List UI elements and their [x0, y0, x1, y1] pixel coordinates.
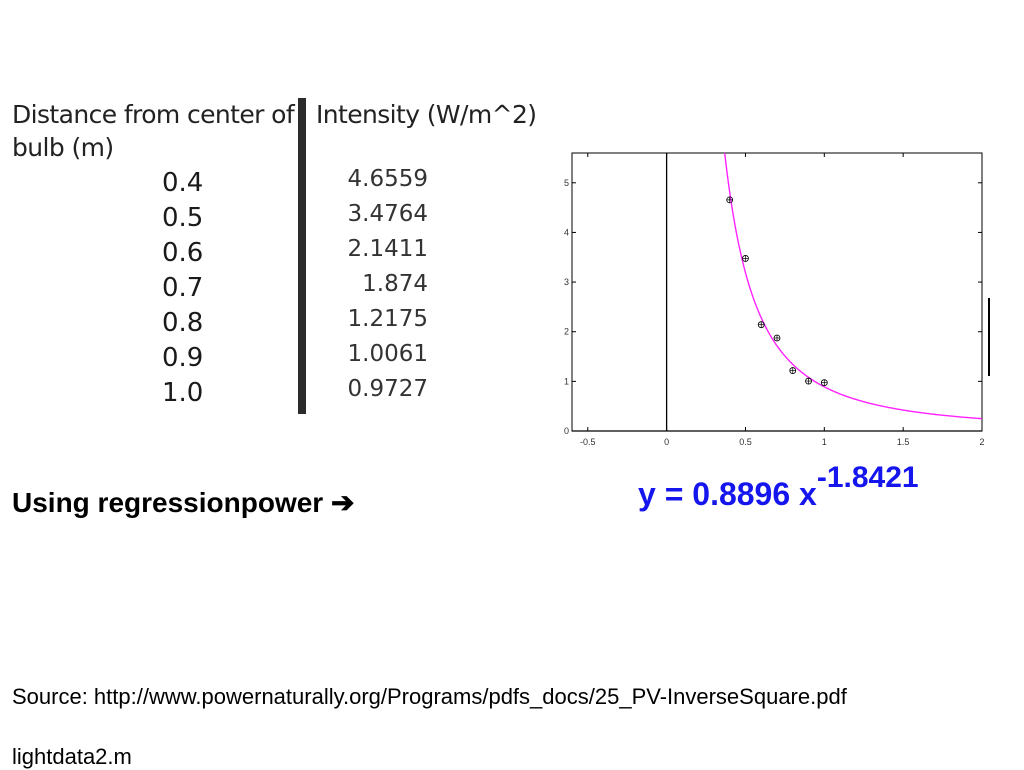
- intensity-cell: 0.9727: [347, 376, 428, 402]
- distance-cell: 1.0: [162, 378, 204, 408]
- fit-equation: y = 0.8896 x-1.8421: [638, 461, 919, 513]
- intensity-cell: 1.874: [362, 271, 428, 297]
- distance-column-header: Distance from center of bulb (m): [12, 100, 295, 162]
- data-point: [726, 196, 734, 204]
- data-points: [726, 196, 828, 387]
- arrow-right-icon: ➔: [330, 487, 355, 518]
- distance-cell: 0.5: [162, 203, 204, 233]
- distance-cell: 0.7: [162, 273, 204, 303]
- y-tick-label: 4: [564, 227, 569, 237]
- distance-cell: 0.8: [162, 308, 204, 338]
- data-point: [789, 367, 797, 374]
- y-tick-label: 5: [564, 178, 569, 188]
- equation-base: y = 0.8896 x: [638, 476, 817, 512]
- x-tick-label: 1: [822, 437, 827, 447]
- equation-exponent: -1.8421: [816, 461, 919, 494]
- caption-text: Using regressionpower: [12, 487, 331, 518]
- edge-mark: [988, 298, 990, 376]
- method-caption: Using regressionpower ➔: [12, 486, 354, 519]
- intensity-cell: 3.4764: [347, 201, 428, 227]
- data-table: Distance from center of bulb (m) Intensi…: [12, 98, 560, 418]
- intensity-cell: 1.0061: [347, 341, 428, 367]
- data-point: [773, 334, 781, 342]
- distance-cell: 0.9: [162, 343, 204, 373]
- y-tick-label: 3: [564, 277, 569, 287]
- data-point: [805, 377, 812, 385]
- column-divider: [298, 98, 306, 414]
- y-tick-label: 2: [564, 327, 569, 337]
- x-tick-label: 2: [979, 437, 984, 447]
- x-tick-label: 1.5: [897, 437, 910, 447]
- regression-plot: -0.5 0 0.5 1 1.5 2 0 1 2 3 4 5: [564, 152, 985, 447]
- distance-cell: 0.4: [162, 168, 204, 198]
- data-point: [820, 379, 828, 387]
- x-tick-label: 0: [664, 437, 669, 447]
- intensity-column-header: Intensity (W/m^2): [316, 100, 537, 129]
- x-tick-label: 0.5: [739, 437, 752, 447]
- x-tick-label: -0.5: [580, 437, 596, 447]
- y-tick-label: 0: [564, 426, 569, 436]
- source-citation: Source: http://www.powernaturally.org/Pr…: [12, 684, 847, 709]
- y-tick-label: 1: [564, 376, 569, 386]
- script-filename: lightdata2.m: [12, 744, 132, 769]
- data-point: [742, 255, 749, 262]
- intensity-cell: 2.1411: [347, 236, 428, 262]
- intensity-cell: 1.2175: [347, 306, 428, 332]
- plot-frame: [571, 152, 983, 432]
- plot-axes: -0.5 0 0.5 1 1.5 2 0 1 2 3 4 5: [564, 152, 985, 447]
- distance-cell: 0.6: [162, 238, 204, 268]
- data-point: [757, 321, 765, 329]
- intensity-cell: 4.6559: [347, 166, 428, 192]
- power-fit-curve: [724, 152, 983, 420]
